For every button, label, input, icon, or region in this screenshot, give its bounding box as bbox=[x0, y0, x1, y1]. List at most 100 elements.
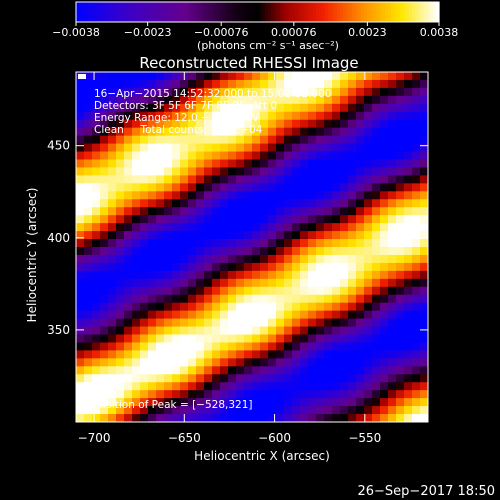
heatmap-cell bbox=[204, 215, 213, 224]
heatmap-cell bbox=[284, 294, 293, 304]
heatmap-cell bbox=[140, 366, 149, 375]
heatmap-cell bbox=[372, 350, 381, 359]
heatmap-cell bbox=[100, 167, 109, 176]
heatmap-cell bbox=[76, 119, 85, 129]
heatmap-cell bbox=[316, 79, 325, 89]
heatmap-cell bbox=[268, 231, 277, 240]
colorbar-cell bbox=[391, 2, 395, 22]
heatmap-cell bbox=[308, 390, 317, 399]
heatmap-cell bbox=[84, 278, 93, 288]
heatmap-cell bbox=[372, 406, 381, 415]
colorbar-cell bbox=[313, 2, 317, 22]
heatmap-cell bbox=[308, 374, 317, 383]
heatmap-cell bbox=[196, 135, 205, 145]
heatmap-cell bbox=[252, 183, 261, 192]
heatmap-cell bbox=[348, 326, 357, 335]
heatmap-cell bbox=[340, 111, 349, 121]
heatmap-cell bbox=[412, 247, 421, 256]
heatmap-cell bbox=[316, 414, 325, 422]
heatmap-cell bbox=[84, 111, 93, 121]
heatmap-cell bbox=[396, 223, 405, 232]
heatmap-cell bbox=[284, 302, 293, 312]
heatmap-cell bbox=[204, 390, 213, 399]
heatmap-cell bbox=[84, 167, 93, 176]
heatmap-cell bbox=[348, 127, 357, 137]
heatmap-cell bbox=[164, 334, 173, 343]
heatmap-cell bbox=[76, 326, 85, 335]
heatmap-cell bbox=[244, 286, 253, 296]
heatmap-cell bbox=[340, 390, 349, 399]
colorbar-cell bbox=[106, 2, 110, 22]
heatmap-cell bbox=[148, 342, 157, 351]
heatmap-cell bbox=[300, 79, 309, 89]
heatmap-cell bbox=[212, 358, 221, 367]
heatmap-cell bbox=[228, 207, 237, 216]
heatmap-cell bbox=[332, 175, 341, 184]
heatmap-cell bbox=[76, 191, 85, 200]
heatmap-cell bbox=[396, 95, 405, 105]
heatmap-cell bbox=[132, 183, 141, 192]
heatmap-cell bbox=[180, 135, 189, 145]
heatmap-cell bbox=[380, 350, 389, 359]
heatmap-cell bbox=[196, 406, 205, 415]
heatmap-cell bbox=[348, 382, 357, 391]
heatmap-cell bbox=[196, 382, 205, 391]
heatmap-cell bbox=[292, 199, 301, 208]
heatmap-cell bbox=[356, 72, 365, 81]
heatmap-cell bbox=[324, 95, 333, 105]
heatmap-cell bbox=[180, 374, 189, 383]
heatmap-cell bbox=[172, 270, 181, 280]
heatmap-cell bbox=[300, 390, 309, 399]
heatmap-cell bbox=[140, 326, 149, 335]
heatmap-cell bbox=[276, 294, 285, 304]
heatmap-cell bbox=[212, 382, 221, 391]
colorbar-cell bbox=[193, 2, 197, 22]
heatmap-cell bbox=[380, 414, 389, 422]
heatmap-cell bbox=[220, 207, 229, 216]
colorbar-cell bbox=[352, 2, 356, 22]
heatmap-cell bbox=[228, 406, 237, 415]
heatmap-cell bbox=[220, 270, 229, 280]
heatmap-cell bbox=[92, 127, 101, 137]
heatmap-cell bbox=[172, 72, 181, 81]
colorbar-cell bbox=[412, 2, 416, 22]
heatmap-cell bbox=[340, 95, 349, 105]
heatmap-cell bbox=[340, 103, 349, 113]
heatmap-cell bbox=[148, 215, 157, 224]
heatmap-cell bbox=[132, 350, 141, 359]
heatmap-cell bbox=[420, 87, 428, 97]
heatmap-cell bbox=[220, 334, 229, 343]
heatmap-cell bbox=[412, 262, 421, 272]
heatmap-cell bbox=[380, 223, 389, 232]
heatmap-cell bbox=[244, 342, 253, 351]
colorbar-cell bbox=[295, 2, 299, 22]
heatmap-cell bbox=[236, 334, 245, 343]
heatmap-cell bbox=[124, 215, 133, 224]
heatmap-cell bbox=[172, 414, 181, 422]
heatmap-cell bbox=[100, 119, 109, 129]
heatmap-cell bbox=[396, 79, 405, 89]
heatmap-cell bbox=[116, 167, 125, 176]
heatmap-cell bbox=[364, 223, 373, 232]
heatmap-cell bbox=[420, 358, 428, 367]
heatmap-cell bbox=[292, 302, 301, 312]
heatmap-cell bbox=[252, 127, 261, 137]
heatmap-cell bbox=[276, 414, 285, 422]
heatmap-cell bbox=[100, 390, 109, 399]
heatmap-cell bbox=[148, 135, 157, 145]
heatmap-cell bbox=[252, 111, 261, 121]
heatmap-cell bbox=[212, 159, 221, 168]
heatmap-cell bbox=[148, 390, 157, 399]
heatmap-cell bbox=[148, 398, 157, 407]
heatmap-cell bbox=[180, 247, 189, 256]
heatmap-cell bbox=[92, 199, 101, 208]
heatmap-cell bbox=[404, 135, 413, 145]
heatmap-cell bbox=[260, 103, 269, 113]
timestamp: 26−Sep−2017 18:50 bbox=[357, 484, 495, 499]
heatmap-cell bbox=[84, 366, 93, 375]
heatmap-cell bbox=[300, 151, 309, 160]
heatmap-cell bbox=[332, 406, 341, 415]
heatmap-cell bbox=[204, 175, 213, 184]
heatmap-cell bbox=[148, 151, 157, 160]
heatmap-cell bbox=[164, 127, 173, 137]
